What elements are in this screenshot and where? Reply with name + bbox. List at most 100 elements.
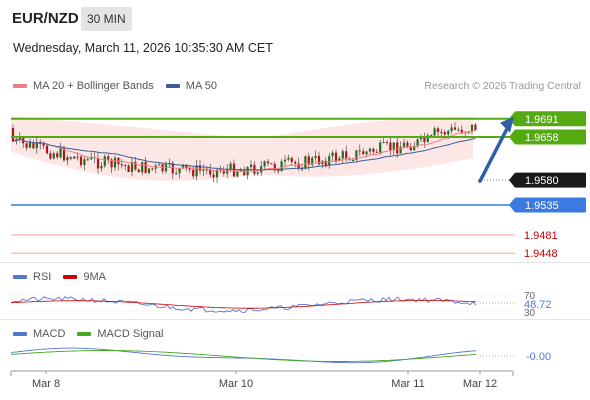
legend-item-macd-signal: MACD Signal	[77, 328, 163, 340]
candle-body	[280, 161, 283, 172]
candle-body	[198, 165, 202, 171]
candle-body	[79, 156, 83, 166]
macd-legend: MACD MACD Signal	[13, 328, 175, 340]
candle-body	[358, 150, 361, 152]
level-last-2: 1.9580	[478, 172, 586, 188]
candle-body	[232, 163, 236, 177]
candle-body	[402, 142, 406, 147]
candle-body	[28, 142, 32, 148]
candle-body	[124, 164, 127, 166]
candle-body	[90, 156, 93, 160]
candle-body	[321, 160, 324, 165]
candle-body	[443, 132, 446, 135]
candle-body	[86, 159, 89, 161]
candle-body	[151, 168, 154, 170]
candle-body	[392, 142, 395, 151]
candle-body	[273, 164, 276, 170]
candle-body	[175, 173, 178, 175]
candle-body	[147, 168, 151, 173]
macd-value-label: -0.00	[526, 351, 551, 363]
candle-body	[205, 169, 208, 171]
candle-body	[73, 156, 76, 159]
candle-body	[406, 142, 409, 147]
legend-swatch	[63, 275, 78, 279]
panel-divider	[0, 319, 590, 320]
candle-body	[96, 158, 100, 169]
candlesticks	[11, 122, 477, 184]
candle-body	[440, 131, 443, 133]
candle-body	[158, 164, 161, 166]
legend-swatch	[77, 332, 92, 336]
level-pivot-3: 1.9535	[11, 197, 586, 213]
level-label: 1.9691	[525, 114, 559, 126]
candle-body	[389, 142, 392, 151]
candle-body	[314, 155, 317, 159]
candle-body	[338, 158, 341, 161]
candle-body	[382, 142, 385, 144]
main-legend: MA 20 + Bollinger Bands MA 50	[13, 80, 229, 92]
macd-line	[10, 347, 477, 364]
candle-body	[263, 161, 266, 167]
level-label: 1.9535	[525, 200, 559, 212]
instrument-title: EUR/NZD	[12, 10, 79, 27]
forecast-arrow	[478, 116, 514, 183]
candle-body	[294, 161, 297, 164]
legend-item-macd: MACD	[13, 328, 65, 340]
level-support-4: 1.9481	[11, 230, 558, 242]
candle-body	[192, 169, 195, 177]
candle-body	[256, 172, 259, 174]
candle-body	[243, 169, 246, 176]
candle-body	[379, 142, 382, 153]
candle-body	[304, 156, 307, 169]
candle-body	[426, 135, 429, 143]
legend-swatch	[13, 275, 27, 279]
candle-body	[222, 170, 225, 174]
arrow-head	[500, 116, 514, 133]
bollinger-band	[11, 115, 473, 181]
candle-body	[283, 159, 287, 162]
candle-body	[215, 169, 219, 178]
chart-header: EUR/NZD 30 MIN	[0, 0, 590, 36]
timestamp: Wednesday, March 11, 2026 10:35:30 AM CE…	[13, 41, 273, 55]
candle-body	[317, 155, 321, 165]
level-resistance-0: 1.9691	[11, 111, 586, 127]
level-resistance-1: 1.9658	[11, 129, 586, 145]
candle-body	[42, 143, 45, 146]
candle-body	[436, 128, 440, 132]
x-tick-label: Mar 10	[219, 378, 253, 390]
candle-body	[341, 151, 344, 159]
candle-body	[253, 164, 256, 174]
credit-text: Research © 2026 Trading Central	[424, 80, 581, 92]
candle-body	[45, 145, 49, 154]
candle-body	[185, 164, 188, 168]
candle-body	[385, 142, 389, 144]
rsi-value-label: 48.72	[524, 299, 552, 311]
legend-swatch	[165, 84, 180, 88]
candle-body	[470, 124, 474, 132]
candle-body	[110, 159, 113, 168]
candle-body	[249, 164, 253, 168]
level-tag	[515, 172, 586, 188]
candle-body	[368, 148, 372, 152]
timeframe-button[interactable]: 30 MIN	[81, 7, 132, 31]
candle-body	[260, 166, 263, 173]
candle-body	[287, 157, 290, 160]
candle-body	[345, 151, 348, 160]
candle-body	[195, 165, 198, 177]
candle-body	[100, 165, 103, 169]
macd-signal-line	[10, 350, 477, 362]
candle-body	[134, 161, 137, 170]
candle-body	[430, 135, 433, 137]
candle-body	[450, 127, 453, 131]
candle-body	[474, 124, 477, 131]
candle-body	[83, 159, 86, 166]
candle-body	[355, 150, 358, 160]
candle-body	[49, 153, 52, 159]
candle-body	[209, 169, 212, 175]
candle-body	[375, 151, 378, 153]
candle-body	[447, 130, 450, 135]
candle-body	[416, 139, 419, 146]
candle-body	[66, 157, 69, 161]
candle-body	[266, 161, 270, 164]
